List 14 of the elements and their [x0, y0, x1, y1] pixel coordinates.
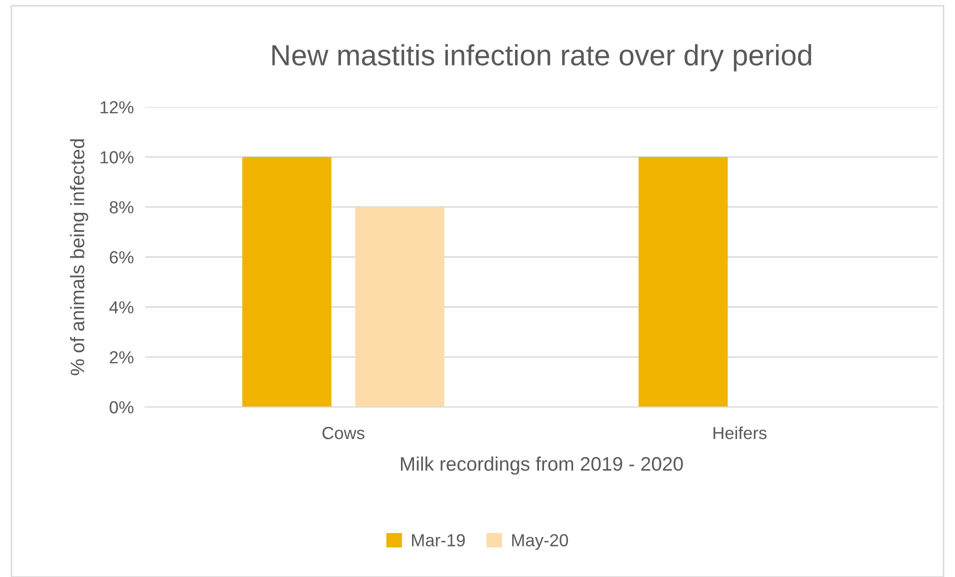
x-tick-label: Heifers	[714, 426, 767, 440]
y-tick-label: 0%	[110, 401, 134, 414]
x-axis-title: Milk recordings from 2019 - 2020	[400, 456, 683, 475]
y-tick-label: 10%	[100, 151, 134, 164]
legend-label: Mar-19	[412, 534, 465, 546]
y-tick-label: 2%	[110, 351, 134, 364]
y-axis-title: % of animals being infected	[70, 139, 88, 376]
y-tick-label: 6%	[110, 251, 134, 264]
y-tick-label: 4%	[109, 301, 134, 314]
legend-label: May-20	[512, 534, 568, 550]
y-tick-label: 8%	[110, 201, 134, 214]
x-tick-label: Cows	[322, 426, 364, 440]
chart-title: New mastitis infection rate over dry period	[272, 44, 812, 72]
y-tick-label: 12%	[100, 101, 134, 114]
